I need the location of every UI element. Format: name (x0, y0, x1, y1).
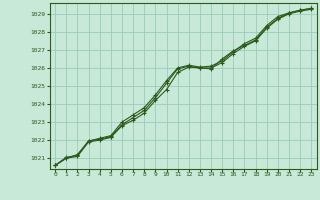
Text: Graphe pression niveau de la mer (hPa): Graphe pression niveau de la mer (hPa) (72, 185, 248, 194)
